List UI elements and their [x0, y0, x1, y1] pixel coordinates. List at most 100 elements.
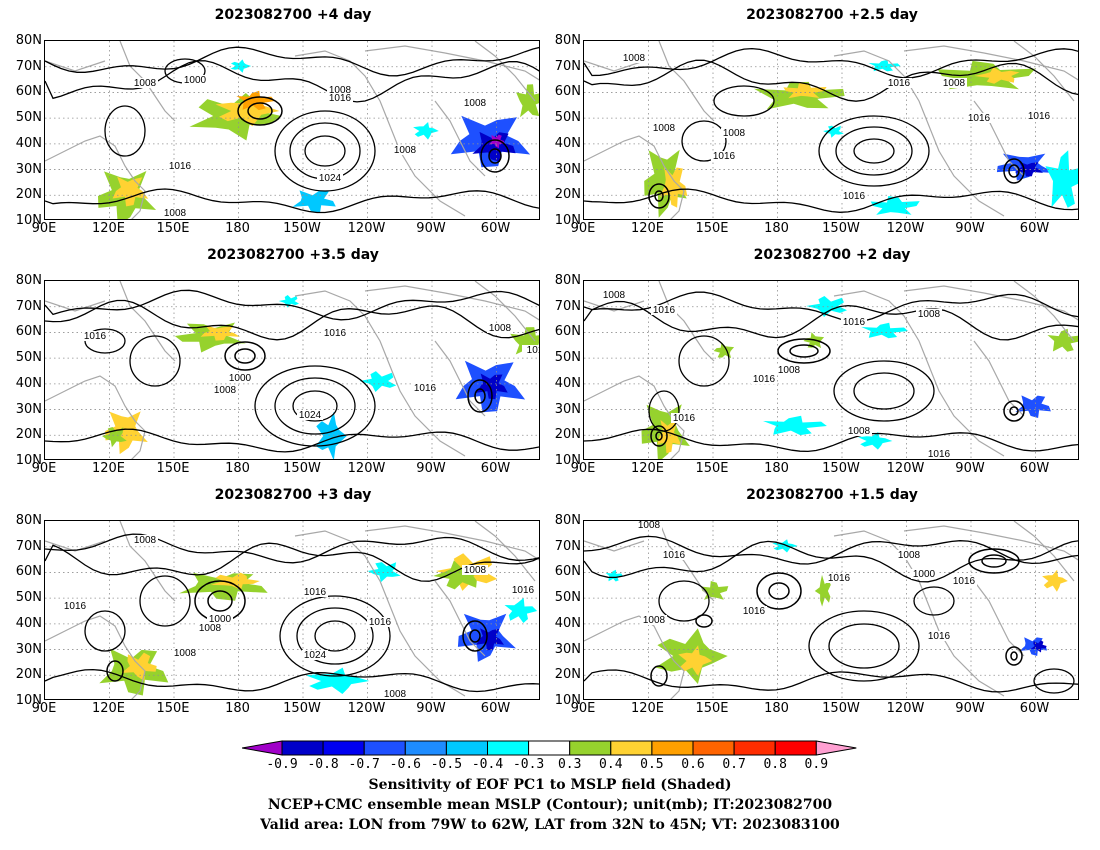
y-tick-label: 10N: [554, 213, 581, 228]
x-tick-label: 150W: [283, 701, 321, 716]
x-tick-label: 150W: [822, 221, 860, 236]
y-tick-label: 70N: [15, 298, 42, 314]
coastline: [364, 45, 539, 81]
coastline: [364, 285, 539, 321]
x-tick-label: 150W: [283, 461, 321, 476]
high-pressure-contour: [808, 610, 920, 682]
y-tick-label: 60N: [554, 564, 581, 580]
contour-label-bg: [966, 113, 992, 123]
coastline: [584, 540, 645, 552]
y-tick-label: 40N: [554, 135, 581, 151]
caption-line-3: Valid area: LON from 79W to 62W, LAT fro…: [260, 817, 840, 833]
x-tick-label: 120W: [886, 221, 925, 236]
mslp-contour: [45, 46, 539, 77]
low-pressure-contour: [1005, 646, 1023, 666]
coastline: [1013, 41, 1075, 102]
x-tick-label: 60W: [1019, 221, 1050, 236]
y-tick-label: 30N: [15, 641, 42, 657]
coastline: [294, 530, 466, 697]
contour-label: 1008: [384, 689, 407, 700]
high-pressure-contour: [1033, 668, 1075, 694]
high-pressure-contour: [828, 623, 900, 669]
high-pressure-contour: [314, 620, 356, 652]
contour-label-bg: [82, 331, 108, 341]
contour-label-bg: [926, 631, 952, 641]
contour-label: 1008: [643, 615, 666, 626]
y-tick-label: 80N: [554, 513, 581, 528]
colorbar: [242, 740, 857, 756]
sensitivity-patch: [713, 342, 735, 359]
colorbar-swatch: [815, 740, 857, 756]
low-pressure-contour: [1009, 406, 1019, 416]
low-pressure-contour: [488, 148, 502, 164]
mslp-contour: [584, 669, 1078, 693]
y-tick-label: 40N: [554, 375, 581, 391]
contour-label: 1016: [713, 151, 736, 162]
coastline: [1013, 281, 1075, 342]
contour-label: 1016: [1028, 111, 1051, 122]
x-tick-label: 90W: [416, 461, 446, 476]
sensitivity-patch: [105, 411, 148, 455]
high-pressure-contour: [304, 135, 346, 167]
contour-label-bg: [227, 373, 253, 383]
contour-label: 1016: [324, 328, 347, 339]
contour-label: 1008: [134, 535, 157, 546]
contour-label: 1008: [464, 565, 487, 576]
high-pressure-contour: [292, 390, 338, 422]
low-pressure-contour: [106, 660, 124, 682]
y-tick-label: 80N: [554, 273, 581, 288]
coastline: [119, 521, 176, 602]
contour-label-bg: [886, 78, 912, 88]
contour-label: 1008: [778, 365, 801, 376]
contour-label-bg: [327, 93, 353, 103]
y-tick-label: 20N: [15, 187, 42, 203]
colorbar-label: 0.8: [763, 757, 787, 772]
contour-label-bg: [896, 550, 922, 560]
mslp-contour: [584, 59, 1078, 102]
x-tick-label: 90E: [31, 221, 57, 236]
panel-title-2: 2023082700 +2.5 day: [746, 7, 918, 23]
sensitivity-patch: [121, 652, 157, 681]
contour-label: 1000: [209, 614, 232, 625]
coastline: [45, 375, 146, 459]
map-panel-5: 1008 1016 1016 1000 1008 1016 1008 1024 1008 1016…: [44, 520, 540, 700]
x-tick-label: 120E: [91, 701, 126, 716]
contour-label: 1016: [414, 383, 437, 394]
colorbar-label: 0.6: [681, 757, 705, 772]
contour-label-bg: [412, 383, 438, 393]
contour-label: 1008: [174, 648, 197, 659]
coastline: [833, 290, 1005, 457]
contour-label-bg: [522, 345, 539, 355]
mslp-contour: [584, 291, 1078, 323]
contour-label: 1008: [199, 623, 222, 634]
y-tick-label: 70N: [15, 58, 42, 74]
mslp-contour: [45, 60, 539, 103]
sensitivity-patch: [359, 371, 397, 392]
x-tick-label: 120W: [886, 701, 925, 716]
x-tick-label: 120W: [347, 701, 386, 716]
contour-label: 1000: [229, 373, 252, 384]
x-tick-label: 90E: [31, 701, 57, 716]
y-tick-label: 60N: [554, 84, 581, 100]
x-tick-label: 150E: [695, 461, 729, 476]
contour-label-bg: [661, 550, 687, 560]
y-tick-label: 70N: [554, 298, 581, 314]
colorbar-label: 0.7: [722, 757, 746, 772]
contour-label: 1024: [299, 410, 322, 421]
x-tick-label: 90W: [955, 461, 985, 476]
contour-labels: 1008 1016 1008 1016 1016 1000 1016 1016 1008: [636, 521, 977, 642]
contour-label: 1016: [953, 576, 976, 587]
x-tick-label: 90E: [570, 701, 596, 716]
colorbar-swatch: [528, 740, 571, 756]
x-tick-label: 90W: [416, 701, 446, 716]
gridlines: [584, 521, 1078, 699]
y-tick-label: 70N: [15, 538, 42, 554]
mslp-contour: [584, 47, 1078, 79]
contour-label-bg: [711, 151, 737, 161]
coastline: [474, 521, 536, 582]
sensitivity-patch: [504, 597, 538, 623]
low-pressure-contour: [224, 341, 266, 371]
